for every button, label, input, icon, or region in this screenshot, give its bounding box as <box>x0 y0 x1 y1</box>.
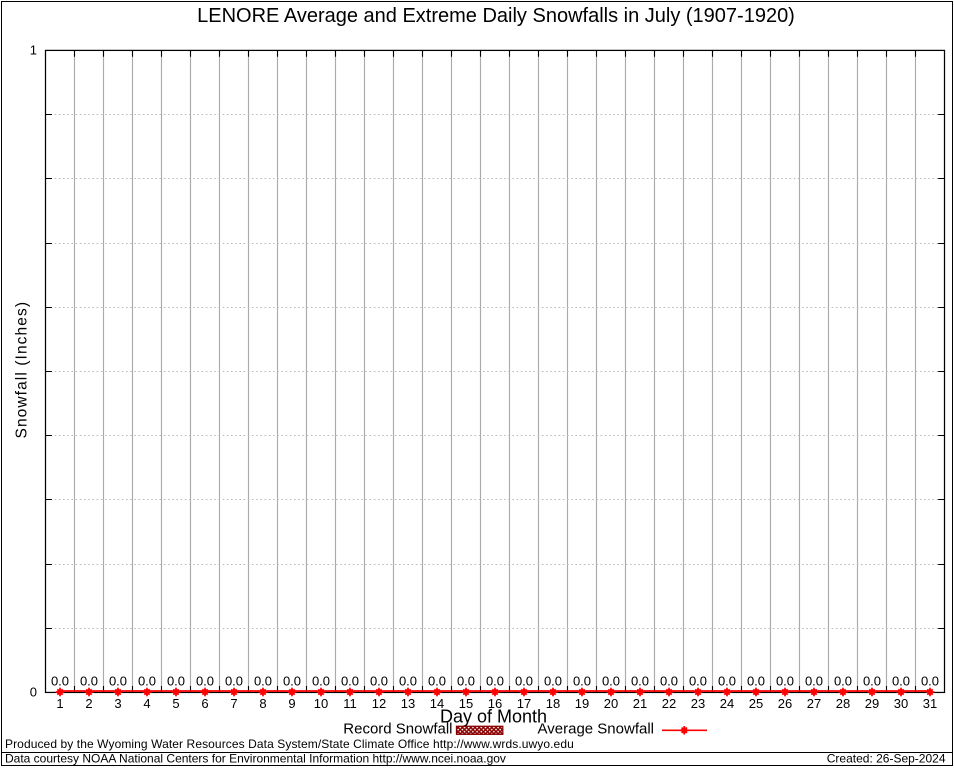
svg-text:27: 27 <box>807 696 821 711</box>
svg-text:22: 22 <box>662 696 676 711</box>
svg-text:3: 3 <box>114 696 121 711</box>
svg-text:11: 11 <box>343 696 357 711</box>
svg-text:0.0: 0.0 <box>283 674 301 689</box>
svg-text:1: 1 <box>30 43 37 58</box>
svg-text:0.0: 0.0 <box>196 674 214 689</box>
svg-text:0.0: 0.0 <box>602 674 620 689</box>
svg-text:0.0: 0.0 <box>921 674 939 689</box>
svg-text:21: 21 <box>633 696 647 711</box>
svg-text:5: 5 <box>172 696 179 711</box>
svg-text:Created: 26-Sep-2024: Created: 26-Sep-2024 <box>827 751 946 765</box>
svg-text:1: 1 <box>56 696 63 711</box>
svg-text:0.0: 0.0 <box>515 674 533 689</box>
svg-text:0.0: 0.0 <box>254 674 272 689</box>
svg-text:0.0: 0.0 <box>834 674 852 689</box>
svg-text:0.0: 0.0 <box>631 674 649 689</box>
svg-text:17: 17 <box>517 696 531 711</box>
svg-text:LENORE Average and Extreme Dai: LENORE Average and Extreme Daily Snowfal… <box>197 5 795 27</box>
svg-text:31: 31 <box>923 696 937 711</box>
svg-text:0.0: 0.0 <box>138 674 156 689</box>
svg-text:14: 14 <box>430 696 444 711</box>
svg-text:0.0: 0.0 <box>747 674 765 689</box>
svg-text:0.0: 0.0 <box>341 674 359 689</box>
svg-text:24: 24 <box>720 696 734 711</box>
svg-text:29: 29 <box>865 696 879 711</box>
svg-text:30: 30 <box>894 696 908 711</box>
svg-text:0.0: 0.0 <box>428 674 446 689</box>
svg-text:20: 20 <box>604 696 618 711</box>
svg-text:0.0: 0.0 <box>892 674 910 689</box>
svg-text:6: 6 <box>201 696 208 711</box>
svg-text:0.0: 0.0 <box>80 674 98 689</box>
svg-text:0.0: 0.0 <box>805 674 823 689</box>
svg-text:2: 2 <box>85 696 92 711</box>
svg-text:19: 19 <box>575 696 589 711</box>
svg-text:0.0: 0.0 <box>399 674 417 689</box>
svg-text:Snowfall (Inches): Snowfall (Inches) <box>14 301 31 439</box>
svg-text:0.0: 0.0 <box>776 674 794 689</box>
svg-text:0.0: 0.0 <box>312 674 330 689</box>
svg-text:16: 16 <box>488 696 502 711</box>
svg-text:28: 28 <box>836 696 850 711</box>
svg-text:9: 9 <box>288 696 295 711</box>
svg-text:0.0: 0.0 <box>225 674 243 689</box>
svg-text:23: 23 <box>691 696 705 711</box>
svg-text:Data courtesy NOAA National Ce: Data courtesy NOAA National Centers for … <box>5 751 506 765</box>
svg-text:0.0: 0.0 <box>863 674 881 689</box>
svg-text:18: 18 <box>546 696 560 711</box>
svg-text:Average Snowfall: Average Snowfall <box>538 721 654 738</box>
svg-text:26: 26 <box>778 696 792 711</box>
svg-text:0.0: 0.0 <box>544 674 562 689</box>
svg-text:Record Snowfall: Record Snowfall <box>343 721 452 738</box>
svg-text:13: 13 <box>401 696 415 711</box>
svg-text:Day of Month: Day of Month <box>440 707 547 727</box>
svg-text:4: 4 <box>143 696 150 711</box>
svg-text:10: 10 <box>314 696 328 711</box>
svg-text:0.0: 0.0 <box>51 674 69 689</box>
svg-text:0: 0 <box>30 685 37 700</box>
svg-text:0.0: 0.0 <box>370 674 388 689</box>
svg-text:0.0: 0.0 <box>573 674 591 689</box>
svg-text:0.0: 0.0 <box>660 674 678 689</box>
svg-text:7: 7 <box>230 696 237 711</box>
svg-text:12: 12 <box>372 696 386 711</box>
svg-text:25: 25 <box>749 696 763 711</box>
svg-text:0.0: 0.0 <box>167 674 185 689</box>
svg-text:8: 8 <box>259 696 266 711</box>
svg-text:0.0: 0.0 <box>718 674 736 689</box>
svg-text:15: 15 <box>459 696 473 711</box>
svg-text:0.0: 0.0 <box>486 674 504 689</box>
svg-text:0.0: 0.0 <box>109 674 127 689</box>
svg-text:0.0: 0.0 <box>689 674 707 689</box>
svg-text:Produced by the Wyoming Water: Produced by the Wyoming Water Resources … <box>5 737 574 751</box>
svg-text:0.0: 0.0 <box>457 674 475 689</box>
